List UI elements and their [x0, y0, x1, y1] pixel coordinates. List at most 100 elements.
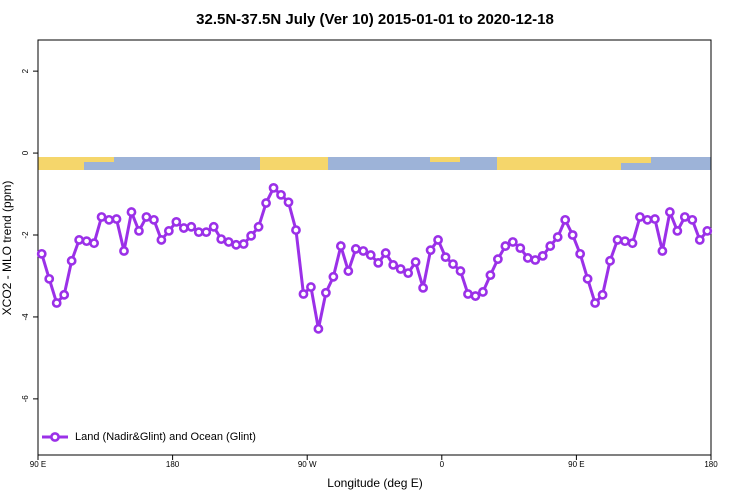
data-point — [193, 227, 204, 238]
land-segment — [497, 157, 621, 170]
data-point — [470, 291, 481, 301]
data-point — [410, 257, 421, 267]
y-tick-label: -2 — [21, 231, 30, 239]
data-point — [298, 289, 309, 299]
data-point — [126, 207, 137, 217]
x-tick-label: 90 W — [298, 460, 317, 469]
data-point — [672, 226, 683, 236]
data-point — [373, 257, 384, 268]
data-point — [261, 198, 271, 208]
y-tick-label: -4 — [21, 313, 30, 321]
data-point — [343, 266, 354, 276]
data-point — [478, 287, 488, 297]
data-point — [612, 235, 623, 245]
data-point — [358, 246, 369, 256]
x-axis-label: Longitude (deg E) — [327, 476, 422, 490]
data-point — [201, 227, 212, 238]
data-point — [463, 289, 473, 299]
data-point — [620, 236, 630, 247]
data-point — [313, 323, 324, 334]
data-point — [515, 243, 526, 254]
data-point — [36, 248, 47, 259]
data-point — [89, 238, 99, 249]
data-point — [627, 238, 638, 249]
data-point — [605, 255, 615, 266]
data-point — [492, 254, 503, 265]
y-tick-label: 2 — [21, 68, 30, 73]
data-point — [171, 216, 182, 227]
data-point — [552, 232, 563, 242]
data-point — [485, 270, 496, 281]
land-segment — [260, 157, 328, 170]
data-point — [657, 246, 668, 256]
data-point — [306, 282, 316, 292]
plot-frame — [37, 39, 712, 456]
data-point — [635, 212, 645, 222]
data-point — [44, 273, 55, 284]
data-point — [395, 264, 406, 274]
data-point — [350, 244, 361, 254]
y-tick-label: -6 — [21, 395, 30, 403]
land-segment — [430, 157, 460, 162]
data-point — [522, 253, 533, 263]
data-point — [507, 237, 518, 247]
data-point — [223, 237, 234, 247]
land-segment — [621, 157, 651, 163]
data-point — [500, 241, 511, 251]
data-point — [141, 212, 152, 222]
land-segment — [84, 157, 114, 162]
data-point — [575, 248, 586, 259]
data-point — [537, 250, 548, 261]
land-ocean-band — [38, 157, 711, 170]
data-point — [388, 260, 399, 270]
data-point — [328, 271, 339, 282]
data-point — [51, 298, 62, 308]
data-point — [642, 214, 653, 225]
x-tick-label: 90 E — [30, 460, 46, 469]
data-point — [425, 245, 436, 256]
data-point — [59, 289, 70, 300]
data-point — [253, 221, 264, 232]
data-point — [664, 207, 675, 217]
data-point — [238, 239, 249, 249]
data-point — [111, 214, 122, 224]
data-point — [119, 246, 129, 256]
data-point — [433, 235, 443, 245]
data-point — [687, 214, 698, 225]
y-tick-label: 0 — [21, 150, 30, 155]
data-point — [149, 214, 159, 225]
x-tick-label: 180 — [704, 460, 718, 469]
x-tick-label: 90 E — [568, 460, 584, 469]
data-point — [291, 225, 301, 235]
data-point — [320, 287, 331, 298]
data-point — [246, 230, 257, 241]
data-point — [66, 255, 77, 266]
data-point — [104, 214, 114, 225]
data-point — [545, 241, 556, 251]
data-point — [694, 235, 705, 245]
data-point — [597, 289, 608, 300]
legend-label: Land (Nadir&Glint) and Ocean (Glint) — [75, 431, 256, 443]
data-point — [650, 214, 660, 224]
data-point — [276, 189, 286, 200]
data-point — [231, 239, 242, 250]
data-point — [440, 252, 451, 263]
y-axis-label: XCO2 - MLO trend (ppm) — [0, 181, 14, 316]
land-segment — [38, 157, 84, 170]
x-tick-label: 180 — [166, 460, 180, 469]
chart-title: 32.5N-37.5N July (Ver 10) 2015-01-01 to … — [196, 11, 554, 28]
data-point — [418, 282, 429, 293]
data-point — [156, 235, 167, 245]
data-point — [268, 182, 279, 193]
data-point — [178, 223, 189, 233]
data-point — [186, 221, 197, 232]
data-point — [163, 226, 174, 236]
data-point — [134, 226, 144, 236]
data-point — [560, 214, 571, 225]
data-point — [582, 273, 593, 284]
data-point — [81, 236, 92, 247]
legend-marker — [50, 432, 60, 442]
data-point — [448, 259, 458, 269]
data-point — [590, 298, 600, 308]
